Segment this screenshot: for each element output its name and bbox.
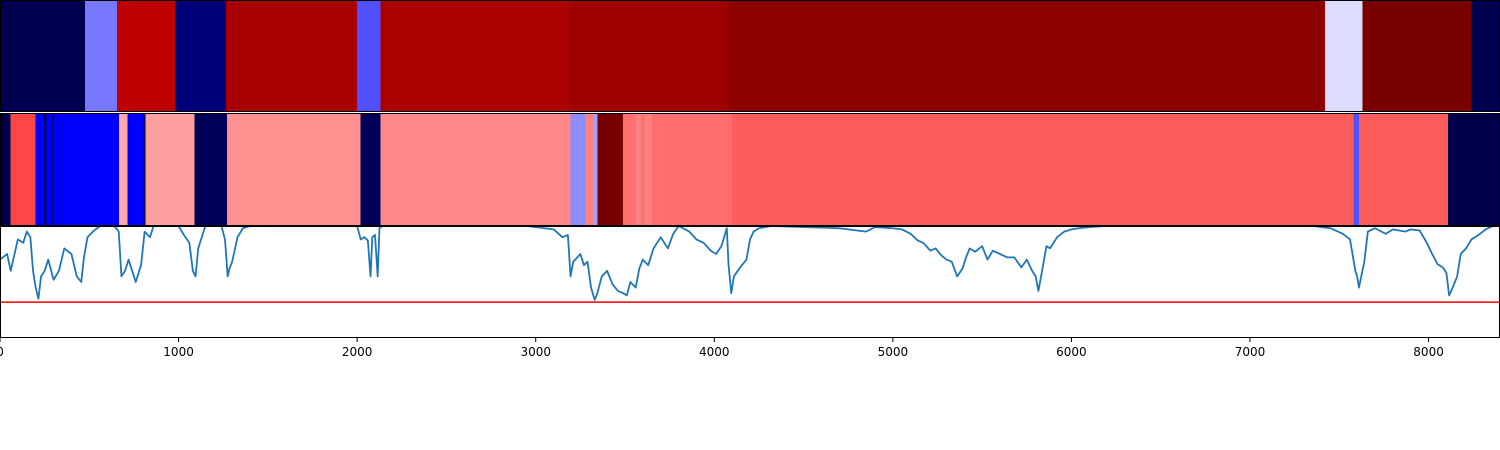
- heatmap-segment: [641, 113, 645, 226]
- heatmap-segment: [592, 113, 598, 226]
- heatmap-segment: [116, 0, 175, 112]
- x-tick-label: 7000: [1235, 345, 1266, 359]
- x-axis: 0 1000 2000 3000 4000 5000 6000 7000 8000: [0, 338, 1444, 359]
- x-tick-label: 1000: [163, 345, 194, 359]
- x-tick-label: 3000: [520, 345, 551, 359]
- heatmap-segment: [225, 0, 358, 112]
- heatmap-segment: [728, 0, 1325, 112]
- heatmap-segment: [360, 113, 381, 226]
- heatmap-segment: [644, 113, 652, 226]
- x-tick-label: 0: [0, 345, 4, 359]
- heatmap-segment: [1448, 113, 1500, 226]
- heatmap-segment: [51, 113, 54, 226]
- heatmap-segment: [380, 0, 569, 112]
- line-series: [0, 226, 1500, 301]
- line-panel-background: [0, 226, 1500, 338]
- heatmap-segment: [623, 113, 636, 226]
- heatmap-segment: [585, 113, 593, 226]
- x-tick-label: 6000: [1056, 345, 1087, 359]
- heatmap-segment: [226, 113, 361, 226]
- heatmap-segment: [1353, 113, 1359, 226]
- heatmap-segment: [127, 113, 143, 226]
- x-tick-label: 8000: [1413, 345, 1444, 359]
- heatmap-segment: [651, 113, 733, 226]
- heatmap-segment: [0, 0, 85, 112]
- heatmap-track-2: [0, 113, 1500, 226]
- heatmap-segment: [118, 113, 128, 226]
- heatmap-segment: [145, 113, 195, 226]
- heatmap-segment: [732, 113, 1354, 226]
- heatmap-segment: [46, 113, 52, 226]
- heatmap-segment: [1471, 0, 1500, 112]
- heatmap-segment: [570, 113, 586, 226]
- heatmap-segment: [1362, 0, 1472, 112]
- heatmap-segment: [194, 113, 227, 226]
- heatmap-segment: [35, 113, 43, 226]
- heatmap-segment: [1325, 0, 1363, 112]
- heatmap-segment: [357, 0, 381, 112]
- heatmap-segment: [175, 0, 226, 112]
- heatmap-segment: [1358, 113, 1449, 226]
- heatmap-segment: [53, 113, 119, 226]
- heatmap-segment: [568, 0, 729, 112]
- heatmap-segment: [597, 113, 624, 226]
- heatmap-segment: [84, 0, 117, 112]
- heatmap-segment: [635, 113, 642, 226]
- heatmap-segment: [10, 113, 36, 226]
- heatmap-segment: [142, 113, 146, 226]
- heatmap-segment: [42, 113, 47, 226]
- line-panel: [0, 226, 1500, 338]
- heatmap-segment: [0, 113, 11, 226]
- x-tick-label: 2000: [342, 345, 373, 359]
- heatmap-segment: [380, 113, 571, 226]
- x-tick-label: 4000: [699, 345, 730, 359]
- heatmap-track-1: [0, 0, 1500, 112]
- x-tick-label: 5000: [878, 345, 909, 359]
